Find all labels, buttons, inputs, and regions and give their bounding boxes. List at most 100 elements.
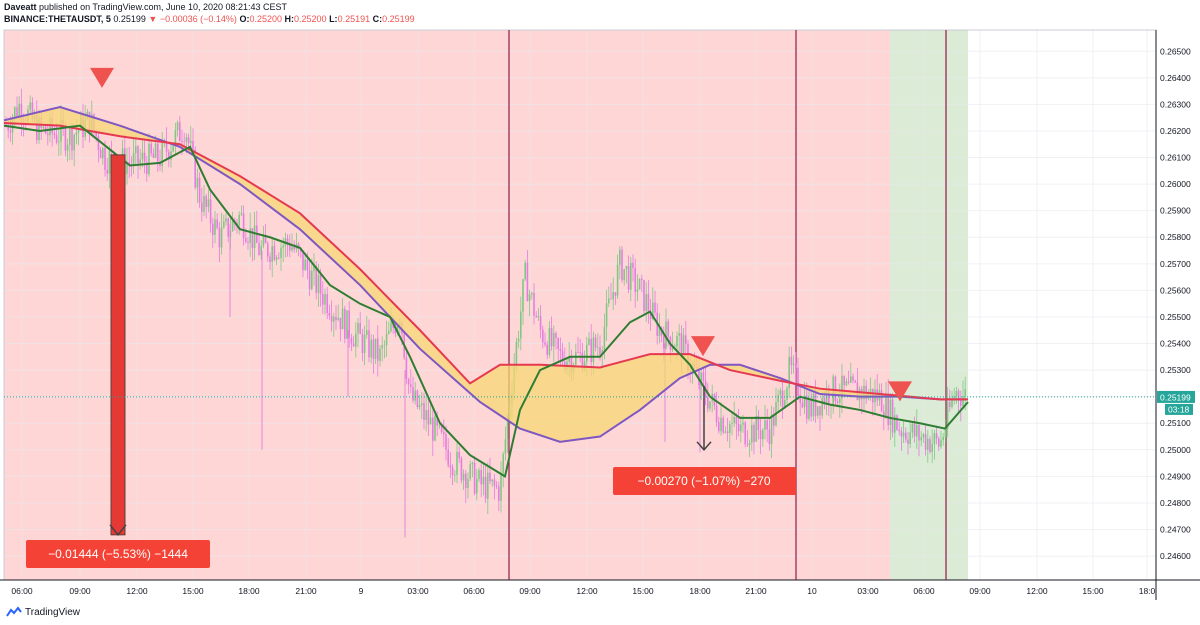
candle-body <box>834 376 837 402</box>
candle-body <box>335 316 337 320</box>
footer-brand[interactable]: TradingView <box>6 606 80 618</box>
candle-body <box>786 387 788 401</box>
candle-body <box>242 213 245 239</box>
candle-body <box>139 159 141 164</box>
candle-body <box>803 395 806 408</box>
candle-body <box>249 228 251 243</box>
candle-body <box>869 388 872 394</box>
candle-body <box>247 241 249 243</box>
candle-body <box>390 322 392 331</box>
candle-body <box>317 274 320 293</box>
close-label: C: <box>372 14 383 24</box>
candle-body <box>388 330 390 334</box>
candle-body <box>935 433 938 439</box>
measure-label-text: −0.00270 (−1.07%) −270 <box>637 474 770 488</box>
x-tick-label: 18:0 <box>1139 586 1156 596</box>
y-tick-label: 0.25100 <box>1160 418 1191 428</box>
candle-body <box>586 344 588 362</box>
candle-body <box>790 356 793 365</box>
candle-body <box>491 479 493 482</box>
candle-body <box>817 406 819 416</box>
candle-body <box>781 390 784 408</box>
candle-body <box>577 351 579 353</box>
candle-body <box>951 398 953 407</box>
candle-body <box>658 327 661 336</box>
candle-body <box>196 177 199 188</box>
candle-body <box>333 316 335 322</box>
candle-body <box>443 432 445 435</box>
footer-brand-label: TradingView <box>25 606 81 618</box>
y-tick-label: 0.26300 <box>1160 99 1191 109</box>
candle-body <box>610 298 612 300</box>
candle-body <box>621 249 623 281</box>
candle-body <box>630 262 632 290</box>
candle-body <box>346 310 348 339</box>
measure-label-text: −0.01444 (−5.53%) −1444 <box>48 547 188 561</box>
candle-body <box>504 439 507 454</box>
candle-body <box>352 343 355 347</box>
author-name[interactable]: Daveatt <box>4 2 37 12</box>
candle-body <box>638 278 641 290</box>
ma-green-line <box>3 124 969 478</box>
candle-body <box>700 372 702 386</box>
candle-body <box>843 375 845 386</box>
y-tick-label: 0.25300 <box>1160 365 1191 375</box>
candle-body <box>627 266 630 290</box>
candle-body <box>889 399 892 426</box>
candle-body <box>187 137 190 144</box>
x-tick-label: 21:00 <box>745 586 767 596</box>
x-tick-label: 09:00 <box>519 586 541 596</box>
candle-body <box>460 458 463 481</box>
candle-body <box>203 196 205 212</box>
candle-body <box>553 332 555 347</box>
candle-body <box>636 289 639 292</box>
candle-body <box>880 390 883 412</box>
candle-body <box>108 150 111 174</box>
candle-body <box>97 136 100 150</box>
candle-body <box>135 146 137 154</box>
candle-body <box>500 473 502 501</box>
candle-body <box>350 337 353 344</box>
candle-body <box>493 479 496 486</box>
candle-body <box>647 294 650 312</box>
candle-body <box>18 103 20 118</box>
low-label: L: <box>329 14 338 24</box>
candle-body <box>506 416 509 440</box>
candle-body <box>198 177 201 203</box>
candle-body <box>654 302 656 313</box>
last-price-header: 0.25199 <box>113 14 146 24</box>
candle-body <box>883 411 885 418</box>
candle-body <box>502 453 504 474</box>
candle-body <box>445 434 447 450</box>
candle-body <box>561 351 564 362</box>
candle-body <box>478 470 480 480</box>
x-tick-label: 18:00 <box>238 586 260 596</box>
candle-body <box>515 341 518 367</box>
candle-body <box>601 350 603 356</box>
candle-body <box>49 118 51 136</box>
candle-body <box>823 398 826 405</box>
candle-body <box>940 440 942 447</box>
candle-body <box>517 338 520 342</box>
candle-body <box>304 259 306 271</box>
x-tick-label: 09:00 <box>69 586 91 596</box>
low-value: 0.25191 <box>337 14 371 24</box>
candle-body <box>891 399 894 433</box>
candle-body <box>38 117 40 141</box>
candle-body <box>839 398 841 403</box>
candle-body <box>616 264 619 296</box>
candle-body <box>414 390 416 401</box>
candle-body <box>29 102 31 110</box>
candle-body <box>385 333 388 345</box>
candle-body <box>99 149 102 159</box>
candle-body <box>715 405 718 423</box>
candle-body <box>535 315 537 318</box>
candle-body <box>685 335 687 344</box>
candle-body <box>753 424 755 442</box>
ohlc-line: BINANCE:THETAUSDT, 5 0.25199 ▼ −0.00036 … <box>4 14 415 24</box>
candle-body <box>170 151 172 160</box>
candle-body <box>698 368 700 386</box>
candle-body <box>143 152 146 163</box>
candle-body <box>773 414 775 426</box>
